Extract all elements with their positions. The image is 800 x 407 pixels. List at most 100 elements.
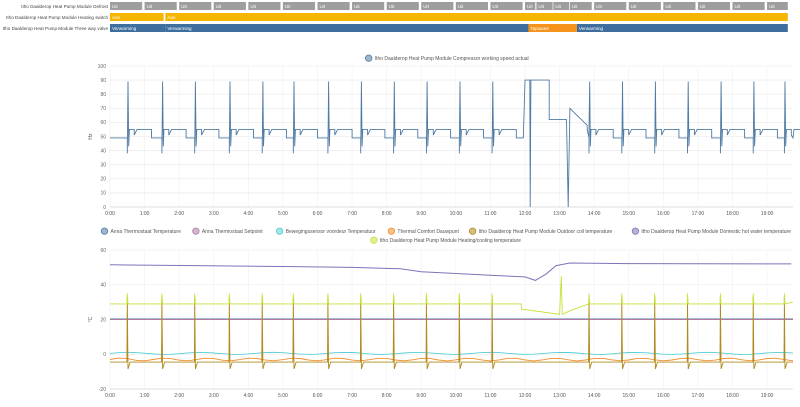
legend-item[interactable]: Itho Daalderop Heat Pump Module Heating/…: [370, 236, 522, 244]
timeline-segment[interactable]: Uit: [628, 2, 661, 10]
timeline-segment[interactable]: Aan: [110, 13, 164, 21]
timeline-segment[interactable]: Verwarming: [110, 24, 166, 32]
timeline-segment-bar[interactable]: [110, 24, 166, 32]
timeline-segment[interactable]: Uit: [569, 2, 592, 10]
timeline-segment[interactable]: Uit: [455, 2, 488, 10]
x-tick-label: 14:00: [588, 393, 601, 399]
timeline-segment[interactable]: Uit: [213, 2, 246, 10]
timeline-segment-bar[interactable]: [165, 13, 788, 21]
timeline-segment[interactable]: Uit: [697, 2, 731, 10]
timeline-segment[interactable]: Uit: [386, 2, 419, 10]
timeline-segment[interactable]: Uit: [144, 2, 177, 10]
temp-line[interactable]: [109, 351, 794, 355]
timeline-segment[interactable]: Uit: [490, 2, 523, 10]
timeline-segment[interactable]: Uit: [767, 2, 788, 10]
timeline-segment[interactable]: Uit: [248, 2, 281, 10]
heating-cooling-line[interactable]: [110, 276, 794, 315]
legend-item[interactable]: Itho Daalderop Heat Pump Module Domestic…: [631, 227, 791, 235]
timeline-segment-bar[interactable]: [455, 2, 488, 10]
legend-item[interactable]: Thermal Comfort Dauwpunt: [387, 227, 459, 235]
timeline-segment[interactable]: Verwarming: [576, 24, 788, 32]
legend-item[interactable]: Bewegingssensor voordeur Temperatuur: [276, 227, 376, 235]
timeline-segment-bar[interactable]: [352, 2, 385, 10]
y-tick-label: 10: [100, 191, 106, 197]
legend-swatch[interactable]: [365, 54, 373, 62]
timeline-segment[interactable]: Uit: [732, 2, 765, 10]
timeline-segment-bar[interactable]: [524, 2, 536, 10]
x-tick-label: 1:00: [140, 393, 150, 399]
timeline-segment-bar[interactable]: [569, 2, 592, 10]
timeline-segment-bar[interactable]: [576, 24, 788, 32]
legend-swatch[interactable]: [370, 236, 378, 244]
timeline-segment-bar[interactable]: [536, 2, 553, 10]
timeline-segment[interactable]: Uit: [553, 2, 570, 10]
timeline-segment-bar[interactable]: [697, 2, 731, 10]
legend-item[interactable]: Itho Daalderop Heat Pump Module Compress…: [365, 54, 529, 62]
y-axis-label: °C: [88, 316, 94, 322]
x-tick-label: 17:00: [692, 393, 705, 399]
x-tick-label: 3:00: [209, 211, 219, 217]
timeline-segment[interactable]: Aan: [165, 13, 788, 21]
timeline-segment[interactable]: Verwarming: [165, 24, 529, 32]
y-tick-label: 0: [103, 352, 106, 358]
timeline-segment-label: Verwarming: [579, 26, 604, 31]
outdoor-coil-line[interactable]: [110, 296, 793, 370]
dhw-temp-line[interactable]: [109, 262, 792, 281]
timeline-segment-bar[interactable]: [553, 2, 570, 10]
legend-swatch[interactable]: [469, 227, 477, 235]
timeline-segment[interactable]: Uit: [594, 2, 627, 10]
y-tick-label: 60: [100, 248, 106, 254]
x-tick-label: 14:00: [588, 211, 601, 217]
timeline-segment[interactable]: Uit: [317, 2, 350, 10]
legend-swatch[interactable]: [192, 227, 200, 235]
legend-swatch[interactable]: [387, 227, 396, 235]
x-tick-label: 19:00: [761, 393, 774, 399]
timeline-segment-bar[interactable]: [282, 2, 316, 10]
legend-swatch[interactable]: [100, 227, 109, 235]
x-tick-label: 0:00: [105, 393, 115, 399]
timeline-segment[interactable]: Uit: [421, 2, 454, 10]
timeline-segment-bar[interactable]: [248, 2, 281, 10]
timeline-segment[interactable]: Uit: [352, 2, 385, 10]
legend-swatch[interactable]: [276, 227, 284, 235]
timeline-segment-bar[interactable]: [528, 24, 577, 32]
timeline-segment-bar[interactable]: [767, 2, 788, 10]
timeline-segment-bar[interactable]: [213, 2, 246, 10]
timeline-segment[interactable]: Uit: [179, 2, 212, 10]
temp-line[interactable]: [109, 357, 794, 362]
timeline-segment[interactable]: Uit: [110, 2, 143, 10]
compressor-speed-line[interactable]: [110, 79, 800, 208]
x-tick-label: 10:00: [450, 393, 463, 399]
x-tick-label: 0:00: [105, 211, 115, 217]
x-tick-label: 17:00: [692, 211, 705, 217]
legend-swatch[interactable]: [631, 227, 640, 235]
timeline-segment-bar[interactable]: [386, 2, 419, 10]
timeline-segment-bar[interactable]: [732, 2, 765, 10]
timeline-segment-bar[interactable]: [317, 2, 350, 10]
timeline-segment-bar[interactable]: [594, 2, 627, 10]
timeline-segment[interactable]: Tapwater: [528, 24, 577, 32]
timeline-segment-bar[interactable]: [110, 13, 164, 21]
y-tick-label: 20: [100, 317, 106, 323]
timeline-segment-bar[interactable]: [663, 2, 696, 10]
timeline-segment-label: Uit: [631, 4, 637, 9]
legend-item[interactable]: Itho Daalderop Heat Pump Module Outdoor …: [469, 227, 613, 235]
x-tick-label: 5:00: [278, 211, 288, 217]
timeline-segment[interactable]: Uit: [536, 2, 553, 10]
timeline-segment-bar[interactable]: [490, 2, 523, 10]
timeline-segment-bar[interactable]: [144, 2, 177, 10]
y-tick-label: 40: [100, 148, 106, 154]
timeline-segment[interactable]: Uit: [524, 2, 536, 10]
timeline-segment-bar[interactable]: [421, 2, 454, 10]
timeline-segment[interactable]: Uit: [282, 2, 316, 10]
x-tick-label: 10:00: [450, 211, 463, 217]
legend-item[interactable]: Anna Thermostaat Setpoint: [192, 227, 264, 235]
timeline-segment-bar[interactable]: [165, 24, 529, 32]
legend-item[interactable]: Anna Thermostaat Temperature: [100, 227, 181, 235]
timeline-segment-bar[interactable]: [110, 2, 143, 10]
timeline-segment-label: Uit: [769, 4, 775, 9]
timeline-segment-bar[interactable]: [179, 2, 212, 10]
timeline-segment[interactable]: Uit: [663, 2, 696, 10]
timeline-segment-bar[interactable]: [628, 2, 661, 10]
